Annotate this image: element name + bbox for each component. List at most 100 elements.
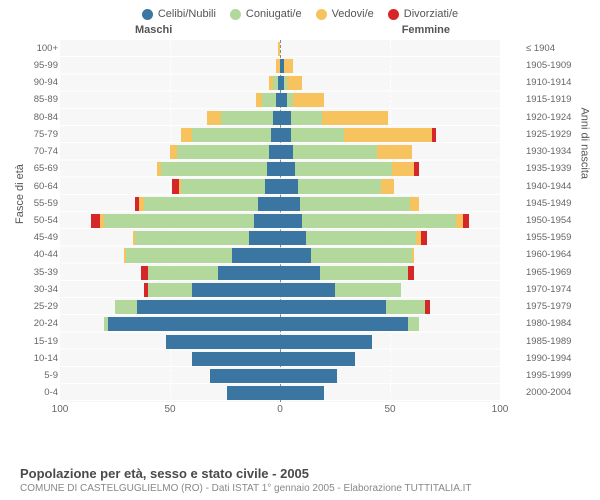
segment-c — [280, 317, 408, 331]
female-bar — [280, 300, 430, 314]
age-label: 60-64 — [20, 180, 58, 194]
segment-c — [280, 283, 335, 297]
segment-c — [280, 197, 300, 211]
x-tick: 100 — [492, 404, 509, 415]
male-bar — [172, 179, 280, 193]
segment-v — [456, 214, 463, 228]
birth-label: 1990-1994 — [526, 352, 580, 366]
pyramid-row — [60, 266, 500, 280]
label-females: Femmine — [402, 24, 450, 36]
segment-v — [207, 111, 220, 125]
chart-container: Celibi/NubiliConiugati/eVedovi/eDivorzia… — [0, 0, 600, 500]
segment-d — [172, 179, 179, 193]
segment-c — [280, 231, 306, 245]
female-bar — [280, 76, 302, 90]
segment-c — [280, 248, 311, 262]
segment-d — [414, 162, 418, 176]
legend-label: Vedovi/e — [332, 8, 374, 20]
female-bar — [280, 317, 419, 331]
segment-c — [280, 335, 372, 349]
male-bar — [278, 42, 280, 56]
legend-swatch — [388, 9, 399, 20]
segment-v — [287, 76, 302, 90]
birth-label: 1975-1979 — [526, 300, 580, 314]
segment-d — [425, 300, 429, 314]
legend-label: Celibi/Nubili — [158, 8, 216, 20]
segment-co — [295, 162, 392, 176]
segment-co — [298, 179, 382, 193]
pyramid-row — [60, 283, 500, 297]
age-label: 45-49 — [20, 231, 58, 245]
segment-co — [144, 197, 258, 211]
birth-label: 1935-1939 — [526, 162, 580, 176]
age-label: 20-24 — [20, 317, 58, 331]
segment-co — [311, 248, 412, 262]
pyramid-row — [60, 162, 500, 176]
legend-swatch — [230, 9, 241, 20]
segment-v — [377, 145, 412, 159]
female-bar — [280, 179, 394, 193]
segment-v — [256, 93, 263, 107]
segment-v — [170, 145, 177, 159]
male-bar — [141, 266, 280, 280]
age-label: 10-14 — [20, 352, 58, 366]
age-label: 55-59 — [20, 197, 58, 211]
male-bar — [227, 386, 280, 400]
legend-item: Vedovi/e — [316, 8, 374, 20]
segment-d — [91, 214, 100, 228]
segment-d — [408, 266, 415, 280]
male-bar — [104, 317, 280, 331]
segment-c — [280, 266, 320, 280]
segment-c — [269, 145, 280, 159]
pyramid-row — [60, 386, 500, 400]
segment-v — [284, 59, 293, 73]
segment-co — [302, 214, 456, 228]
segment-c — [280, 128, 291, 142]
age-label: 90-94 — [20, 76, 58, 90]
birth-label: ≤ 1904 — [526, 42, 580, 56]
female-bar — [280, 111, 388, 125]
segment-c — [166, 335, 280, 349]
segment-c — [280, 386, 324, 400]
footer: Popolazione per età, sesso e stato civil… — [20, 466, 580, 494]
segment-v — [412, 248, 414, 262]
segment-c — [137, 300, 280, 314]
age-label: 70-74 — [20, 145, 58, 159]
segment-c — [280, 352, 355, 366]
age-label: 80-84 — [20, 111, 58, 125]
segment-c — [265, 179, 280, 193]
segment-co — [221, 111, 274, 125]
female-bar — [280, 369, 337, 383]
segment-c — [258, 197, 280, 211]
segment-c — [280, 179, 298, 193]
female-bar — [280, 162, 419, 176]
segment-v — [410, 197, 419, 211]
segment-c — [280, 93, 287, 107]
age-label: 95-99 — [20, 59, 58, 73]
pyramid-row — [60, 248, 500, 262]
legend-item: Coniugati/e — [230, 8, 302, 20]
male-bar — [115, 300, 280, 314]
male-bar — [207, 111, 280, 125]
pyramid-row — [60, 231, 500, 245]
pyramid-row — [60, 317, 500, 331]
segment-co — [148, 283, 192, 297]
x-tick: 100 — [52, 404, 69, 415]
birth-label: 1920-1924 — [526, 111, 580, 125]
segment-co — [291, 128, 344, 142]
segment-co — [177, 145, 269, 159]
age-label: 15-19 — [20, 335, 58, 349]
y-axis-title-right: Anni di nascita — [579, 107, 591, 179]
birth-label: 2000-2004 — [526, 386, 580, 400]
segment-co — [148, 266, 218, 280]
segment-co — [192, 128, 271, 142]
age-label: 35-39 — [20, 266, 58, 280]
pyramid-row — [60, 214, 500, 228]
male-bar — [181, 128, 280, 142]
female-bar — [280, 214, 469, 228]
birth-label: 1940-1944 — [526, 180, 580, 194]
male-bar — [170, 145, 280, 159]
segment-co — [135, 231, 249, 245]
segment-c — [273, 111, 280, 125]
pyramid-row — [60, 128, 500, 142]
